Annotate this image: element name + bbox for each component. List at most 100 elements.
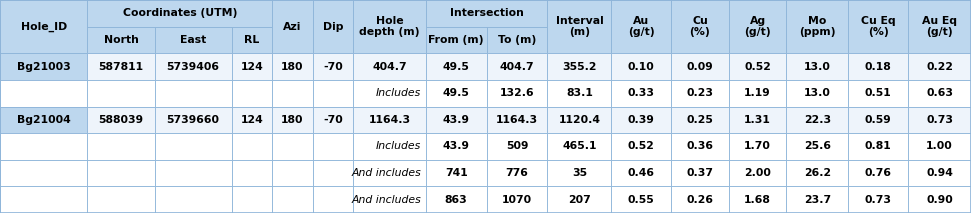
Text: 0.39: 0.39 [628,115,654,125]
Bar [231,133,272,160]
Bar [849,186,908,213]
Text: 180: 180 [282,115,304,125]
Text: 1070: 1070 [502,195,532,205]
Bar [87,106,154,133]
Text: East: East [180,35,206,45]
Text: 1164.3: 1164.3 [496,115,538,125]
Bar [231,186,272,213]
Text: 741: 741 [445,168,467,178]
Text: 1.19: 1.19 [744,88,771,98]
Bar [612,186,671,213]
Text: Bg21004: Bg21004 [17,115,71,125]
Text: 509: 509 [506,141,528,151]
Text: 0.46: 0.46 [628,168,654,178]
Bar [729,80,787,106]
Bar [154,27,231,53]
Bar [849,0,908,53]
Text: 588039: 588039 [98,115,144,125]
Text: 0.94: 0.94 [926,168,953,178]
Bar [353,53,425,80]
Bar [729,106,787,133]
Text: 35: 35 [572,168,586,178]
Bar [612,0,671,53]
Bar [908,186,971,213]
Bar [729,186,787,213]
Bar [671,0,729,53]
Text: 355.2: 355.2 [562,62,596,72]
Text: RL: RL [244,35,259,45]
Text: -70: -70 [323,62,343,72]
Text: Azi: Azi [284,22,302,32]
Text: 43.9: 43.9 [443,115,470,125]
Bar [154,80,231,106]
Bar [313,106,353,133]
Text: 0.52: 0.52 [628,141,654,151]
Text: 404.7: 404.7 [372,62,407,72]
Bar [908,0,971,53]
Bar [272,80,313,106]
Text: 0.90: 0.90 [926,195,953,205]
Text: 0.55: 0.55 [628,195,654,205]
Bar [272,133,313,160]
Bar [87,53,154,80]
Bar [787,186,849,213]
Text: 587811: 587811 [98,62,144,72]
Bar [729,160,787,186]
Text: 5739660: 5739660 [167,115,219,125]
Bar [612,133,671,160]
Text: 0.63: 0.63 [926,88,953,98]
Bar [612,80,671,106]
Text: 465.1: 465.1 [562,141,596,151]
Text: 863: 863 [445,195,467,205]
Bar [849,106,908,133]
Text: 0.37: 0.37 [686,168,714,178]
Bar [425,53,486,80]
Text: 0.09: 0.09 [686,62,714,72]
Text: 124: 124 [241,115,263,125]
Text: 49.5: 49.5 [443,62,470,72]
Bar [787,106,849,133]
Bar [425,27,486,53]
Bar [548,106,612,133]
Bar [486,160,548,186]
Text: 0.22: 0.22 [926,62,953,72]
Bar [0,0,87,53]
Bar [0,80,87,106]
Text: 43.9: 43.9 [443,141,470,151]
Bar [272,160,313,186]
Bar [486,106,548,133]
Text: From (m): From (m) [428,35,484,45]
Text: 2.00: 2.00 [744,168,771,178]
Bar [425,0,548,27]
Text: Interval
(m): Interval (m) [555,16,603,37]
Text: 207: 207 [568,195,590,205]
Bar [313,80,353,106]
Text: Intersection: Intersection [450,8,523,18]
Text: Hole_ID: Hole_ID [20,22,67,32]
Bar [671,80,729,106]
Bar [272,106,313,133]
Text: 0.18: 0.18 [865,62,891,72]
Bar [486,133,548,160]
Bar [671,133,729,160]
Bar [548,160,612,186]
Text: Hole
depth (m): Hole depth (m) [359,16,419,37]
Bar [87,0,272,27]
Bar [787,80,849,106]
Text: 0.25: 0.25 [686,115,714,125]
Bar [0,133,87,160]
Bar [548,133,612,160]
Bar [313,0,353,53]
Text: 1.70: 1.70 [744,141,771,151]
Text: -70: -70 [323,115,343,125]
Bar [787,53,849,80]
Bar [486,80,548,106]
Text: 26.2: 26.2 [804,168,831,178]
Bar [231,106,272,133]
Bar [353,0,425,53]
Bar [787,0,849,53]
Text: 83.1: 83.1 [566,88,593,98]
Text: North: North [104,35,139,45]
Bar [87,133,154,160]
Text: Cu
(%): Cu (%) [689,16,711,37]
